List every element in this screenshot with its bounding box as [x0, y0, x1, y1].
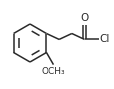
Text: Cl: Cl — [99, 34, 109, 44]
Text: O: O — [80, 13, 88, 23]
Text: OCH₃: OCH₃ — [41, 67, 65, 76]
